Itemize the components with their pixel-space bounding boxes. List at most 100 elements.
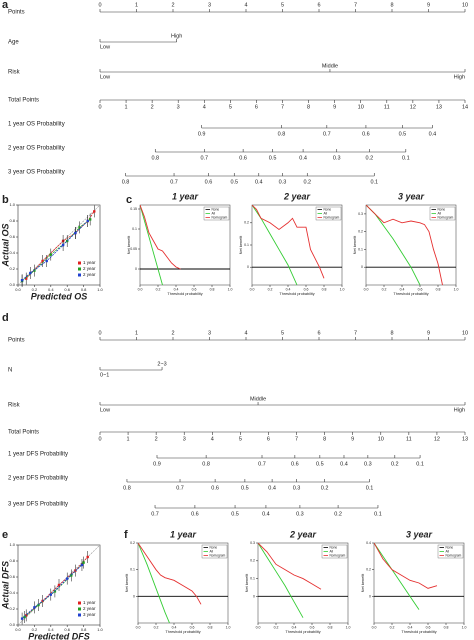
x-tick-label: 0.8	[208, 625, 213, 629]
outcome-label: 0.3	[333, 155, 341, 161]
tick-label: 1	[135, 330, 138, 336]
y-tick-label: 0.1	[250, 576, 255, 580]
calibration-point	[93, 210, 96, 213]
x-tick-label: 0.2	[154, 625, 159, 629]
predictor-label: Middle	[250, 396, 266, 402]
outcome-label: 0.6	[239, 155, 247, 161]
outcome-label: 0.3	[279, 179, 287, 185]
tick-label: 1	[127, 436, 130, 442]
y-tick-label: 0.2	[130, 541, 135, 545]
tick-label: 9	[427, 330, 430, 336]
outcome-label: 0.6	[205, 179, 213, 185]
row-name: Risk	[8, 70, 21, 76]
chart-title: 1 year	[170, 529, 197, 539]
outcome-label: 0.7	[170, 179, 178, 185]
y-tick-label: 0.6	[9, 574, 15, 579]
y-axis-title: Net benefit	[127, 235, 131, 254]
tick-label: 0	[98, 330, 101, 336]
tick-label: 0	[98, 436, 101, 442]
y-tick-label: 0	[369, 594, 371, 598]
legend-swatch	[78, 601, 81, 605]
x-tick-label: 0.4	[172, 625, 177, 629]
tick-label: 14	[462, 104, 468, 110]
y-axis-title: Net benefit	[125, 573, 129, 592]
calibration-point	[20, 279, 24, 282]
tick-label: 8	[390, 330, 393, 336]
x-tick-label: 0.6	[304, 287, 309, 291]
calibration-point	[20, 617, 24, 620]
tick-label: 7	[354, 330, 357, 336]
x-tick-label: 0.8	[328, 625, 333, 629]
outcome-label: 0.8	[202, 461, 210, 467]
dca-line	[140, 205, 163, 285]
row-name: 1 year DFS Probability	[8, 452, 68, 458]
legend-label: None	[330, 545, 338, 549]
x-tick-label: 0.4	[408, 625, 413, 629]
tick-label: 11	[384, 104, 390, 110]
x-tick-label: 0.6	[64, 627, 70, 632]
predictor-label: High	[171, 33, 182, 39]
tick-label: 9	[333, 104, 336, 110]
x-tick-label: 0.4	[400, 287, 405, 291]
y-tick-label: 0.2	[9, 606, 15, 611]
y-tick-label: 0.1	[132, 227, 137, 231]
predictor-label: Low	[100, 74, 110, 80]
x-tick-label: 0.0	[15, 627, 21, 632]
tick-label: 4	[211, 436, 214, 442]
tick-label: 0	[98, 104, 101, 110]
tick-label: 9	[427, 2, 430, 8]
y-tick-label: 0	[133, 594, 135, 598]
outcome-label: 0.2	[321, 485, 329, 491]
legend-label: None	[438, 207, 446, 211]
y-axis-title: Net benefit	[361, 573, 365, 592]
legend-label: All	[210, 549, 214, 553]
y-axis-title: Actual OS	[0, 223, 10, 267]
tick-label: 7	[281, 104, 284, 110]
calibration-point	[80, 563, 84, 567]
predictor-label: Middle	[322, 63, 338, 69]
tick-label: 5	[239, 436, 242, 442]
legend-label: Nomogram	[324, 215, 340, 219]
y-tick-label: 0.1	[244, 243, 249, 247]
tick-label: 8	[307, 104, 310, 110]
legend-label: None	[446, 545, 454, 549]
row-name: 2 year DFS Probability	[8, 476, 68, 482]
outcome-label: 0.8	[151, 155, 159, 161]
plot-frame	[257, 542, 349, 624]
y-axis-title: Net benefit	[245, 573, 249, 592]
tick-label: 10	[462, 2, 468, 8]
tick-label: 5	[281, 330, 284, 336]
tick-label: 7	[354, 2, 357, 8]
outcome-label: 0.7	[200, 155, 208, 161]
x-tick-label: 0.2	[268, 287, 273, 291]
x-axis-title: Predicted OS	[31, 291, 88, 301]
tick-label: 1	[125, 104, 128, 110]
row-name: N	[8, 368, 12, 374]
row-name: Risk	[8, 403, 21, 409]
legend-label: 2 year	[83, 266, 96, 271]
calibration-point	[57, 583, 61, 587]
tick-label: 0	[98, 2, 101, 8]
y-axis-title: Net benefit	[239, 235, 243, 254]
predictor-label: Low	[100, 44, 110, 50]
chart-title: 2 year	[283, 191, 311, 201]
x-tick-label: 1.0	[97, 287, 103, 292]
y-tick-label: 0	[247, 265, 249, 269]
chart-title: 1 year	[172, 191, 199, 201]
y-tick-label: 0.1	[130, 568, 135, 572]
calibration-point	[53, 590, 57, 593]
tick-label: 5	[281, 2, 284, 8]
calibration-point	[70, 574, 73, 577]
tick-label: 10	[358, 104, 364, 110]
dca-line	[366, 205, 421, 285]
tick-label: 8	[323, 436, 326, 442]
x-tick-label: 0.0	[256, 625, 261, 629]
dca-line	[138, 543, 170, 623]
calibration-point	[74, 569, 77, 572]
legend-box	[321, 544, 348, 559]
legend-label: Nomogram	[446, 553, 462, 557]
y-tick-label: 0.8	[9, 558, 15, 563]
panel-label: c	[126, 194, 132, 206]
outcome-label: 0.6	[362, 131, 370, 137]
calibration-point	[66, 239, 69, 243]
